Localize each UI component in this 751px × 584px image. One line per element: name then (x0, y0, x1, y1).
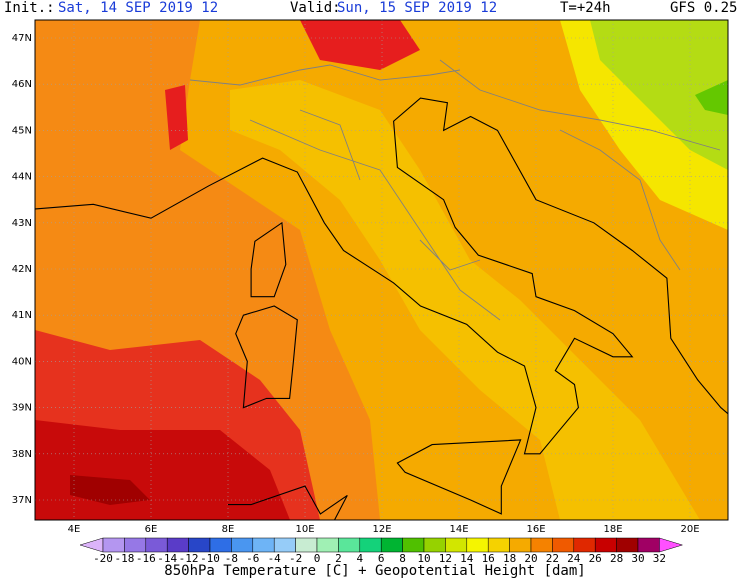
colorbar-label: -10 (200, 552, 220, 565)
lon-label: 10E (295, 524, 314, 535)
colorbar-label: 0 (314, 552, 321, 565)
valid-label: Valid: (290, 0, 341, 16)
colorbar: -20 -18 -16 -14 -12 -10 -8 -6 -4 -2 0 2 4 6 8 10 12 14 16 1… (79, 537, 684, 565)
colorbar-box (231, 537, 254, 553)
colorbar-label: 20 (524, 552, 537, 565)
colorbar-label: -2 (289, 552, 302, 565)
lon-label: 4E (68, 524, 81, 535)
colorbar-label: 22 (546, 552, 559, 565)
colorbar-box (423, 537, 446, 553)
lat-label: 47N (12, 33, 32, 44)
colorbar-box (594, 537, 617, 553)
colorbar-label: 12 (439, 552, 452, 565)
valid-time: Sun, 15 SEP 2019 12 (337, 0, 497, 16)
colorbar-label: 28 (610, 552, 623, 565)
colorbar-arrow-low (79, 537, 104, 553)
colorbar-label: -16 (136, 552, 156, 565)
colorbar-label: -12 (179, 552, 199, 565)
colorbar-box (209, 537, 232, 553)
lat-label: 43N (12, 218, 32, 229)
lon-labels: 4E 6E 8E 10E 12E 14E 16E 18E 20E (68, 524, 700, 535)
init-label: Init.: (4, 0, 55, 16)
colorbar-label: 26 (589, 552, 602, 565)
lon-label: 6E (145, 524, 158, 535)
colorbar-box (188, 537, 211, 553)
lat-label: 39N (12, 403, 32, 414)
header: Init.: Sat, 14 SEP 2019 12 Valid: Sun, 1… (4, 0, 737, 16)
colorbar-label: 8 (399, 552, 406, 565)
lon-label: 12E (372, 524, 391, 535)
lat-label: 46N (12, 79, 32, 90)
colorbar-box (273, 537, 296, 553)
colorbar-box (252, 537, 275, 553)
colorbar-label: 16 (482, 552, 495, 565)
colorbar-box (573, 537, 596, 553)
colorbar-box (380, 537, 403, 553)
colorbar-label: -18 (114, 552, 134, 565)
colorbar-box (166, 537, 189, 553)
colorbar-label: 18 (503, 552, 516, 565)
colorbar-box (359, 537, 382, 553)
coastline (396, 439, 522, 515)
colorbar-box (338, 537, 361, 553)
lat-label: 44N (12, 172, 32, 183)
lon-label: 16E (526, 524, 545, 535)
colorbar-box (552, 537, 575, 553)
lon-label: 8E (222, 524, 235, 535)
lat-label: 42N (12, 264, 32, 275)
colorbar-label: -4 (268, 552, 282, 565)
colorbar-box (445, 537, 468, 553)
colorbar-label: 14 (460, 552, 474, 565)
colorbar-label: 24 (567, 552, 581, 565)
lat-labels: 47N 46N 45N 44N 43N 42N 41N 40N 39N 38N 37N (12, 33, 32, 506)
colorbar-box (487, 537, 510, 553)
colorbar-box (637, 537, 660, 553)
colorbar-label: -14 (157, 552, 177, 565)
coastline (35, 97, 728, 455)
map-frame (34, 19, 729, 521)
lon-label: 14E (449, 524, 468, 535)
coastline (250, 221, 287, 298)
colorbar-box (124, 537, 147, 553)
colorbar-label: 32 (653, 552, 666, 565)
coastline (228, 485, 348, 520)
colorbar-box (616, 537, 639, 553)
colorbar-box (509, 537, 532, 553)
coastlines (35, 97, 728, 520)
lat-label: 45N (12, 125, 32, 136)
init-time: Sat, 14 SEP 2019 12 (58, 0, 218, 16)
colorbar-label: 2 (335, 552, 342, 565)
colorbar-label: -6 (246, 552, 259, 565)
colorbar-arrow-high (659, 537, 684, 553)
lon-label: 20E (680, 524, 699, 535)
colorbar-label: 10 (417, 552, 430, 565)
lead-time: T=+24h (560, 0, 611, 16)
colorbar-box (295, 537, 318, 553)
colorbar-box (102, 537, 125, 553)
lat-label: 38N (12, 449, 32, 460)
model-name: GFS 0.25 (670, 0, 737, 16)
colorbar-label: -20 (93, 552, 113, 565)
colorbar-label: 30 (631, 552, 644, 565)
footer-title: 850hPa Temperature [C] + Geopotential He… (164, 563, 585, 579)
lat-label: 40N (12, 356, 32, 367)
colorbar-label: 6 (378, 552, 385, 565)
borders (189, 59, 721, 321)
colorbar-box (316, 537, 339, 553)
colorbar-box (530, 537, 553, 553)
graticule (35, 20, 728, 520)
colorbar-box (402, 537, 425, 553)
colorbar-box (145, 537, 168, 553)
colorbar-label: 4 (356, 552, 363, 565)
lon-label: 18E (603, 524, 622, 535)
coastline (235, 305, 298, 409)
colorbar-label: -8 (225, 552, 238, 565)
map-field (35, 20, 728, 520)
lat-label: 37N (12, 495, 32, 506)
colorbar-box (466, 537, 489, 553)
lat-label: 41N (12, 310, 32, 321)
